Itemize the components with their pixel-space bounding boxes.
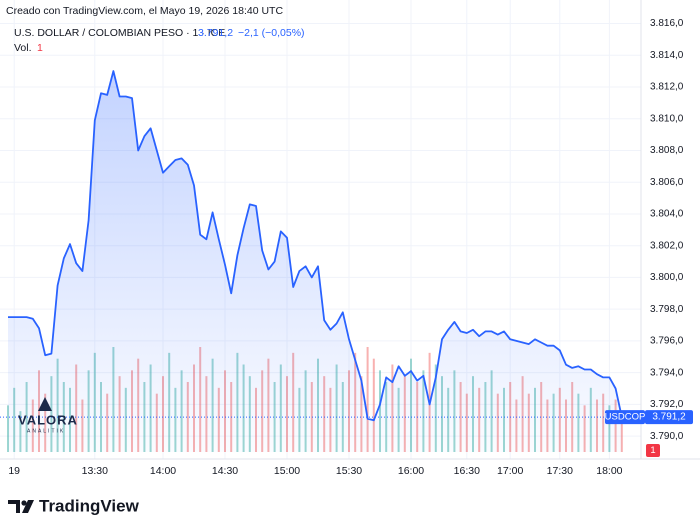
credit: Creado con TradingView.com, el Mayo 19, … — [6, 5, 283, 17]
plot — [0, 70, 641, 452]
x-tick-label: 17:30 — [547, 465, 573, 477]
header-price: 3.791,2 — [198, 27, 233, 39]
y-tick-label: 3.806,0 — [650, 177, 684, 188]
x-tick-label: 15:30 — [336, 465, 362, 477]
x-tick-label: 14:00 — [150, 465, 176, 477]
y-tick-label: 3.798,0 — [650, 304, 684, 315]
watermark-name: VALORA — [18, 412, 78, 427]
footer-logo — [8, 500, 34, 513]
y-tick-label: 3.794,0 — [650, 367, 684, 378]
volume-value: 1 — [37, 42, 43, 54]
y-tick-label: 3.808,0 — [650, 145, 684, 156]
x-tick-label: 14:30 — [212, 465, 238, 477]
symbol: U.S. DOLLAR / COLOMBIAN PESO · 1 · ICE — [14, 27, 225, 39]
y-tick-label: 3.816,0 — [650, 18, 684, 29]
area-fill — [8, 71, 622, 452]
volume-bar — [372, 358, 375, 452]
price-tag — [645, 410, 693, 425]
volume-badge-text: 1 — [650, 445, 655, 456]
volume-label: Vol. — [14, 42, 32, 54]
x-tick-label: 13:30 — [82, 465, 108, 477]
y-tick-label: 3.800,0 — [650, 272, 684, 283]
y-tick-label: 3.792,0 — [650, 399, 684, 410]
price-line — [8, 70, 623, 422]
x-tick-label: 15:00 — [274, 465, 300, 477]
y-tick-label: 3.790,0 — [650, 431, 684, 442]
footer-brand: TradingView — [39, 496, 140, 515]
y-tick-label: 3.814,0 — [650, 50, 684, 61]
x-tick-label: 16:30 — [454, 465, 480, 477]
y-tick-label: 3.802,0 — [650, 240, 684, 251]
header-change: −2,1 (−0,05%) — [238, 27, 305, 39]
watermark-sub: ANALITIK — [27, 428, 65, 434]
y-tick-label: 3.810,0 — [650, 113, 684, 124]
watermark-logo — [38, 397, 52, 411]
x-tick-label: 17:00 — [497, 465, 523, 477]
volume-badge — [646, 444, 660, 457]
x-tick-label: 19 — [8, 465, 20, 477]
y-tick-label: 3.796,0 — [650, 336, 684, 347]
symbol-tag — [605, 410, 645, 425]
y-tick-label: 3.804,0 — [650, 209, 684, 220]
x-tick-label: 18:00 — [596, 465, 622, 477]
symbol-tag-text: USDCOP — [605, 412, 646, 423]
price-tag-text: 3.791,2 — [652, 412, 686, 423]
x-tick-label: 16:00 — [398, 465, 424, 477]
volume-bar — [366, 347, 369, 452]
y-tick-label: 3.812,0 — [650, 82, 684, 93]
